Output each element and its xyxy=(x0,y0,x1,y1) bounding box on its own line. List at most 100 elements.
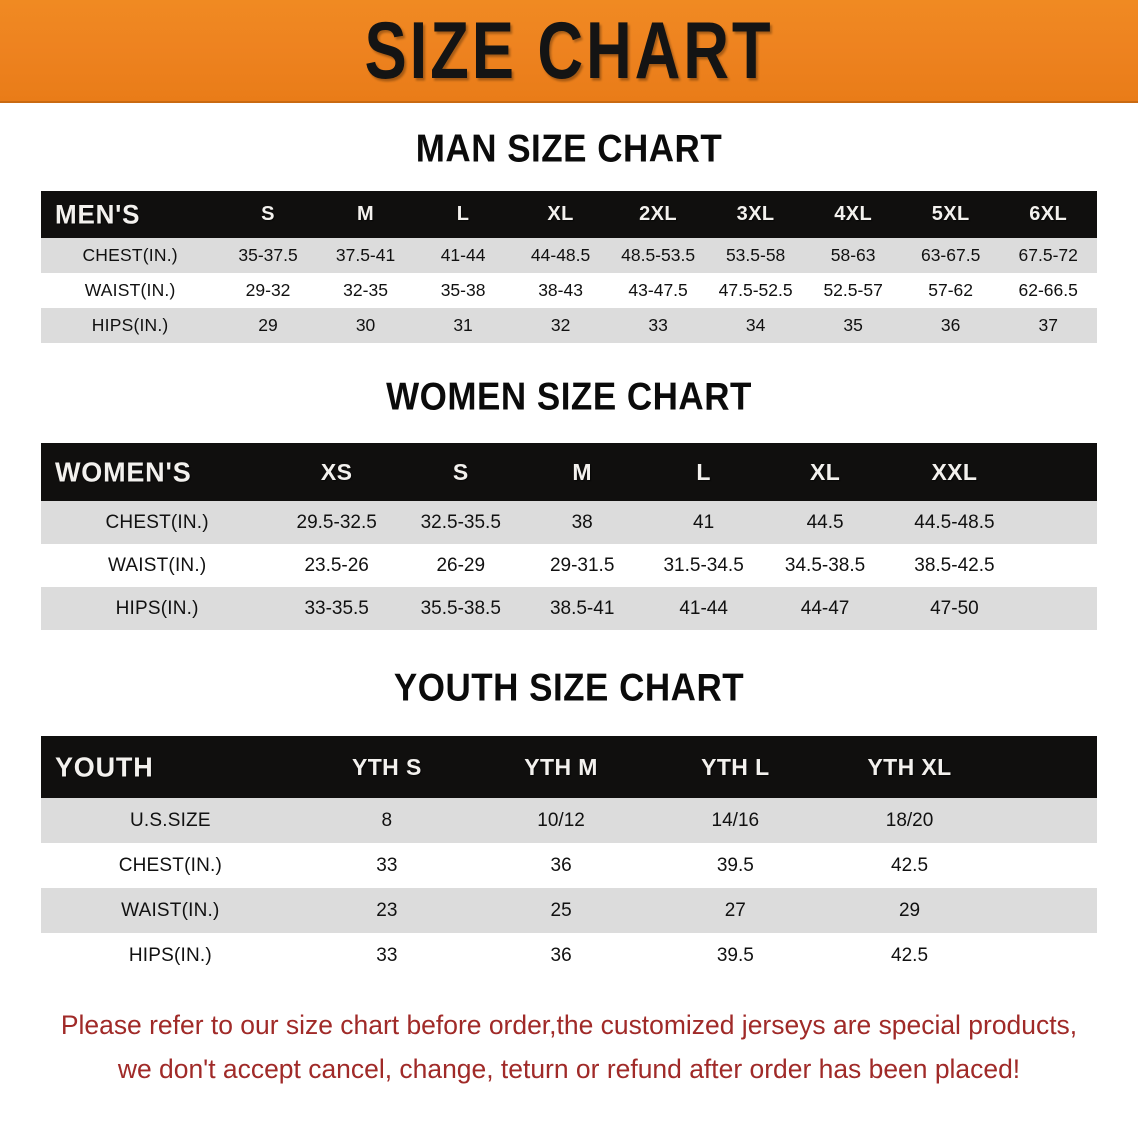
women-waist-s: 26-29 xyxy=(436,554,486,576)
youth-chest-yth-m: 36 xyxy=(550,854,572,876)
youth-table-body: U.S.SIZE 8 10/12 14/16 18/20 CHEST(IN.) … xyxy=(41,798,1097,978)
men-col-header-m: M xyxy=(357,203,375,225)
men-waist-m: 32-35 xyxy=(343,280,388,300)
youth-ussize-blank1 xyxy=(997,798,1050,843)
men-chest-xl: 44-48.5 xyxy=(530,245,591,265)
women-waist-xl: 34.5-38.5 xyxy=(784,554,866,576)
women-chest-blank xyxy=(1023,501,1097,544)
table-row: WAIST(IN.) 23 25 27 29 xyxy=(41,888,1097,933)
men-table-body: CHEST(IN.) 35-37.5 37.5-41 41-44 44-48.5… xyxy=(41,238,1097,343)
women-waist-l: 31.5-34.5 xyxy=(663,554,744,576)
women-hips-m: 38.5-41 xyxy=(549,597,615,619)
women-chest-xl: 44.5 xyxy=(806,511,844,533)
disclaimer-line-2: we don't accept cancel, change, teturn o… xyxy=(117,1053,1021,1084)
youth-ussize-yth-xl: 18/20 xyxy=(885,809,934,831)
men-header-row: MEN'S S M L XL 2XL 3XL 4XL 5XL 6XL xyxy=(41,191,1097,238)
men-row-label-hips: HIPS(IN.) xyxy=(91,315,169,335)
youth-hips-blank2 xyxy=(1049,933,1097,978)
men-col-header-l: L xyxy=(456,203,470,225)
women-col-header-xs: XS xyxy=(320,458,353,485)
women-hips-xl: 44-47 xyxy=(800,597,850,619)
women-col-header-s: S xyxy=(452,458,469,485)
men-hips-xl: 32 xyxy=(550,315,571,335)
youth-ussize-yth-m: 10/12 xyxy=(537,809,585,831)
youth-hips-yth-s: 33 xyxy=(376,944,398,966)
women-size-table-wrapper: WOMEN'S XS S M L XL XXL CHEST(IN.) 29.5-… xyxy=(41,443,1097,630)
youth-col-header-blank1 xyxy=(997,736,1050,798)
table-row: HIPS(IN.) 33 36 39.5 42.5 xyxy=(41,933,1097,978)
table-row: CHEST(IN.) 35-37.5 37.5-41 41-44 44-48.5… xyxy=(41,238,1097,273)
table-row: HIPS(IN.) 33-35.5 35.5-38.5 38.5-41 41-4… xyxy=(41,587,1097,630)
men-hips-3xl: 34 xyxy=(745,315,766,335)
youth-chest-yth-l: 39.5 xyxy=(716,854,754,876)
women-row-label-waist: WAIST(IN.) xyxy=(107,554,207,576)
men-waist-4xl: 52.5-57 xyxy=(823,280,883,300)
youth-waist-blank2 xyxy=(1049,888,1097,933)
women-table-header: WOMEN'S XS S M L XL XXL xyxy=(41,443,1097,501)
men-col-header-2xl: 2XL xyxy=(639,203,678,225)
youth-table-header: YOUTH YTH S YTH M YTH L YTH XL xyxy=(41,736,1097,798)
youth-header-row: YOUTH YTH S YTH M YTH L YTH XL xyxy=(41,736,1097,798)
men-row-label-chest: CHEST(IN.) xyxy=(82,245,178,265)
men-col-header-5xl: 5XL xyxy=(931,203,970,225)
women-section-heading: WOMEN SIZE CHART xyxy=(386,374,752,419)
women-chest-s: 32.5-35.5 xyxy=(420,511,501,533)
women-row-label-chest: CHEST(IN.) xyxy=(105,511,209,533)
disclaimer-line-1: Please refer to our size chart before or… xyxy=(60,1010,1078,1040)
women-chest-xs: 29.5-32.5 xyxy=(296,511,377,533)
women-hips-xxl: 47-50 xyxy=(930,597,979,619)
men-waist-3xl: 47.5-52.5 xyxy=(718,280,793,300)
youth-col-header-yth-m: YTH M xyxy=(524,753,598,780)
page-banner: SIZE CHART xyxy=(0,0,1138,103)
youth-waist-yth-l: 27 xyxy=(724,899,746,921)
men-hips-m: 30 xyxy=(355,315,376,335)
table-row: WAIST(IN.) 29-32 32-35 35-38 38-43 43-47… xyxy=(41,273,1097,308)
youth-waist-yth-m: 25 xyxy=(550,899,572,921)
man-section-heading: MAN SIZE CHART xyxy=(415,126,723,171)
men-hips-s: 29 xyxy=(258,315,278,335)
youth-row-label-hips: HIPS(IN.) xyxy=(128,944,212,966)
youth-size-table-wrapper: YOUTH YTH S YTH M YTH L YTH XL U.S.SIZE … xyxy=(41,736,1097,978)
men-col-header-xl: XL xyxy=(547,203,574,225)
women-row-label-hips: HIPS(IN.) xyxy=(115,597,199,619)
men-waist-s: 29-32 xyxy=(245,280,291,300)
men-chest-2xl: 48.5-53.5 xyxy=(621,245,696,265)
youth-chest-yth-s: 33 xyxy=(376,854,398,876)
table-row: CHEST(IN.) 33 36 39.5 42.5 xyxy=(41,843,1097,888)
youth-col-header-yth-l: YTH L xyxy=(701,753,770,780)
women-waist-m: 29-31.5 xyxy=(549,554,615,576)
youth-row-label-us-size: U.S.SIZE xyxy=(129,809,211,831)
page-title: SIZE CHART xyxy=(364,4,774,95)
table-row: CHEST(IN.) 29.5-32.5 32.5-35.5 38 41 44.… xyxy=(41,501,1097,544)
men-chest-3xl: 53.5-58 xyxy=(725,245,786,265)
men-waist-l: 35-38 xyxy=(440,280,486,300)
women-col-header-xxl: XXL xyxy=(931,458,978,485)
men-hips-5xl: 36 xyxy=(940,315,961,335)
youth-section-heading: YOUTH SIZE CHART xyxy=(393,665,745,710)
women-corner-label: WOMEN'S xyxy=(55,455,192,488)
men-corner-label: MEN'S xyxy=(55,198,141,230)
men-col-header-6xl: 6XL xyxy=(1029,203,1068,225)
women-size-table: WOMEN'S XS S M L XL XXL CHEST(IN.) 29.5-… xyxy=(41,443,1097,630)
men-col-header-3xl: 3XL xyxy=(736,203,775,225)
women-header-row: WOMEN'S XS S M L XL XXL xyxy=(41,443,1097,501)
youth-size-table: YOUTH YTH S YTH M YTH L YTH XL U.S.SIZE … xyxy=(41,736,1097,978)
youth-waist-blank1 xyxy=(997,888,1050,933)
men-size-table: MEN'S S M L XL 2XL 3XL 4XL 5XL 6XL CHEST… xyxy=(41,191,1097,343)
men-col-header-s: S xyxy=(261,203,275,225)
men-chest-m: 37.5-41 xyxy=(335,245,396,265)
men-waist-xl: 38-43 xyxy=(538,280,583,300)
youth-ussize-blank2 xyxy=(1049,798,1097,843)
women-hips-blank xyxy=(1023,587,1097,630)
women-hips-xs: 33-35.5 xyxy=(304,597,369,619)
women-hips-s: 35.5-38.5 xyxy=(420,597,501,619)
men-hips-l: 31 xyxy=(453,315,473,335)
men-chest-5xl: 63-67.5 xyxy=(920,245,981,265)
men-chest-4xl: 58-63 xyxy=(830,245,876,265)
men-chest-6xl: 67.5-72 xyxy=(1018,245,1078,265)
youth-col-header-yth-xl: YTH XL xyxy=(867,753,952,780)
women-col-header-xl: XL xyxy=(809,458,841,485)
men-waist-6xl: 62-66.5 xyxy=(1018,280,1078,300)
women-col-header-m: M xyxy=(572,458,592,485)
women-waist-xxl: 38.5-42.5 xyxy=(914,554,995,576)
